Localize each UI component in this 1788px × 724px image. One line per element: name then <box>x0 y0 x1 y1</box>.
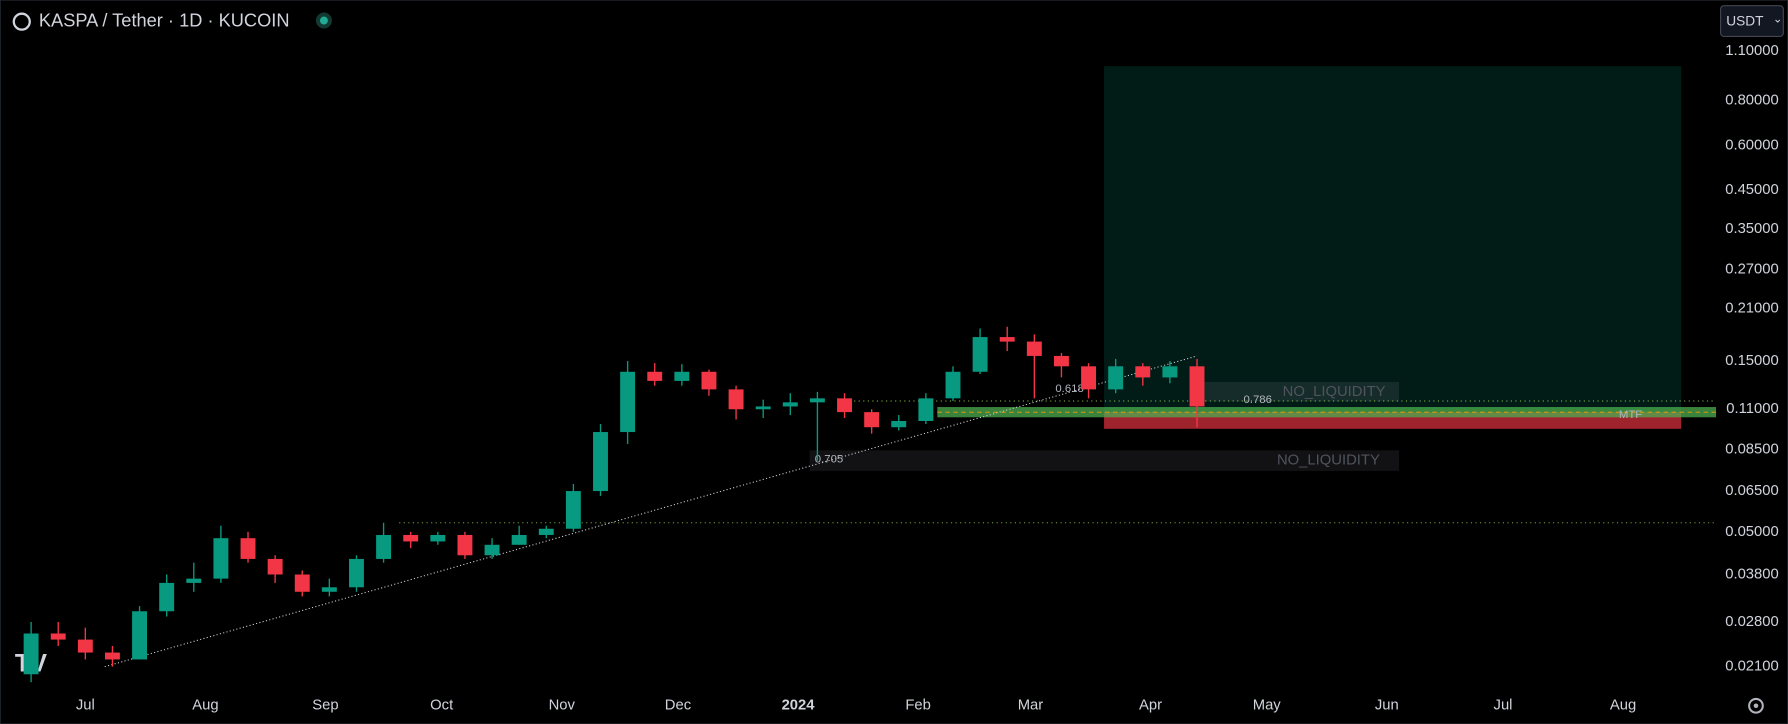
candle-body <box>132 611 148 660</box>
currency-arrow[interactable]: ⌄ <box>1773 13 1783 25</box>
candle-body <box>701 371 717 390</box>
candle-body <box>972 337 988 372</box>
annotation: NO_LIQUIDITY <box>1277 453 1380 469</box>
candle-body <box>267 558 283 575</box>
currency-button[interactable] <box>1720 5 1784 38</box>
candle-body <box>457 534 473 556</box>
currency-label[interactable]: USDT <box>1726 13 1764 28</box>
candle-body <box>864 412 880 428</box>
candle-body <box>213 538 229 579</box>
candle-body <box>837 398 852 413</box>
y-tick-label: 0.35000 <box>1725 221 1779 237</box>
y-tick-label: 0.02800 <box>1725 614 1779 630</box>
candle-body <box>809 398 825 403</box>
support-zone <box>937 407 1717 418</box>
candle-body <box>349 558 364 588</box>
candle-body <box>674 371 690 381</box>
candle-body <box>945 371 961 399</box>
candle-body <box>50 633 66 640</box>
y-tick-label: 0.60000 <box>1725 137 1779 153</box>
y-tick-label: 0.80000 <box>1725 93 1779 109</box>
candle-body <box>240 538 256 559</box>
candle-body <box>565 491 581 529</box>
candle-body <box>593 432 608 492</box>
x-tick-label: Feb <box>905 698 931 714</box>
y-tick-label: 0.06500 <box>1725 483 1779 499</box>
annotation: 0.705 <box>815 453 844 465</box>
x-tick-label: Jun <box>1375 698 1399 714</box>
y-tick-label: 1.10000 <box>1725 43 1779 59</box>
candle-body <box>728 389 744 410</box>
candle-body <box>1026 341 1042 356</box>
candle-body <box>186 578 202 583</box>
candle-body <box>159 582 175 612</box>
x-tick-label: 2024 <box>782 698 816 714</box>
x-tick-label: Mar <box>1018 698 1044 714</box>
candle-body <box>376 534 392 559</box>
candle-body <box>782 402 798 407</box>
liquidity-box <box>809 450 1400 471</box>
liquidity-box <box>1191 381 1400 402</box>
annotation: MTF <box>1619 409 1642 421</box>
x-tick-label: Apr <box>1139 698 1162 714</box>
y-tick-label: 0.21000 <box>1725 301 1779 317</box>
x-tick-label: Sep <box>312 698 338 714</box>
chart-title: KASPA / Tether · 1D · KUCOIN <box>39 9 290 30</box>
candle-body <box>77 639 93 653</box>
candle-body <box>647 371 663 381</box>
y-tick-label: 0.08500 <box>1725 441 1779 457</box>
x-tick-label: Oct <box>430 698 453 714</box>
candle-body <box>294 574 310 592</box>
symbol-icon <box>12 12 31 31</box>
trendline <box>104 355 1198 668</box>
candle-body <box>1053 355 1069 367</box>
candle-body <box>511 534 527 545</box>
x-tick-label: Aug <box>192 698 218 714</box>
candle-body <box>1081 366 1097 390</box>
candle-body <box>1189 366 1205 407</box>
x-tick-label: Jul <box>76 698 95 714</box>
x-tick-label: Dec <box>665 698 692 714</box>
x-tick-label: May <box>1253 698 1282 714</box>
y-tick-label: 0.15000 <box>1725 353 1779 369</box>
y-tick-label: 0.11000 <box>1726 401 1778 417</box>
candle-body <box>484 544 500 556</box>
settings-icon[interactable] <box>1748 697 1764 714</box>
candle-body <box>999 337 1015 342</box>
candle-body <box>891 420 907 428</box>
y-tick-label: 0.27000 <box>1725 262 1779 278</box>
drawings <box>104 66 1717 668</box>
candle-body <box>918 398 934 421</box>
candle-body <box>620 371 636 433</box>
candle-body <box>1108 366 1124 390</box>
annotation: 0.786 <box>1243 394 1272 406</box>
status-dot <box>319 16 328 25</box>
candle-body <box>104 652 120 660</box>
profit-zone <box>1104 66 1682 413</box>
y-tick-label: 0.02100 <box>1725 659 1779 675</box>
candle-body <box>321 587 337 592</box>
candle-body <box>403 534 419 542</box>
y-tick-label: 0.03800 <box>1725 566 1779 582</box>
candle-body <box>538 528 554 535</box>
annotation: 0.618 <box>1055 383 1084 395</box>
x-tick-label: Aug <box>1610 698 1636 714</box>
candle-body <box>755 406 771 410</box>
settings-icon-center[interactable] <box>1753 703 1759 709</box>
candle-body <box>1162 366 1178 378</box>
y-tick-label: 0.05000 <box>1725 524 1779 540</box>
candle-body <box>430 534 446 542</box>
candle-body <box>23 633 39 675</box>
candle-body <box>1135 366 1151 378</box>
x-tick-label: Jul <box>1494 698 1513 714</box>
y-tick-label: 0.45000 <box>1725 182 1779 198</box>
annotation: NO_LIQUIDITY <box>1283 384 1386 400</box>
x-tick-label: Nov <box>549 698 576 714</box>
